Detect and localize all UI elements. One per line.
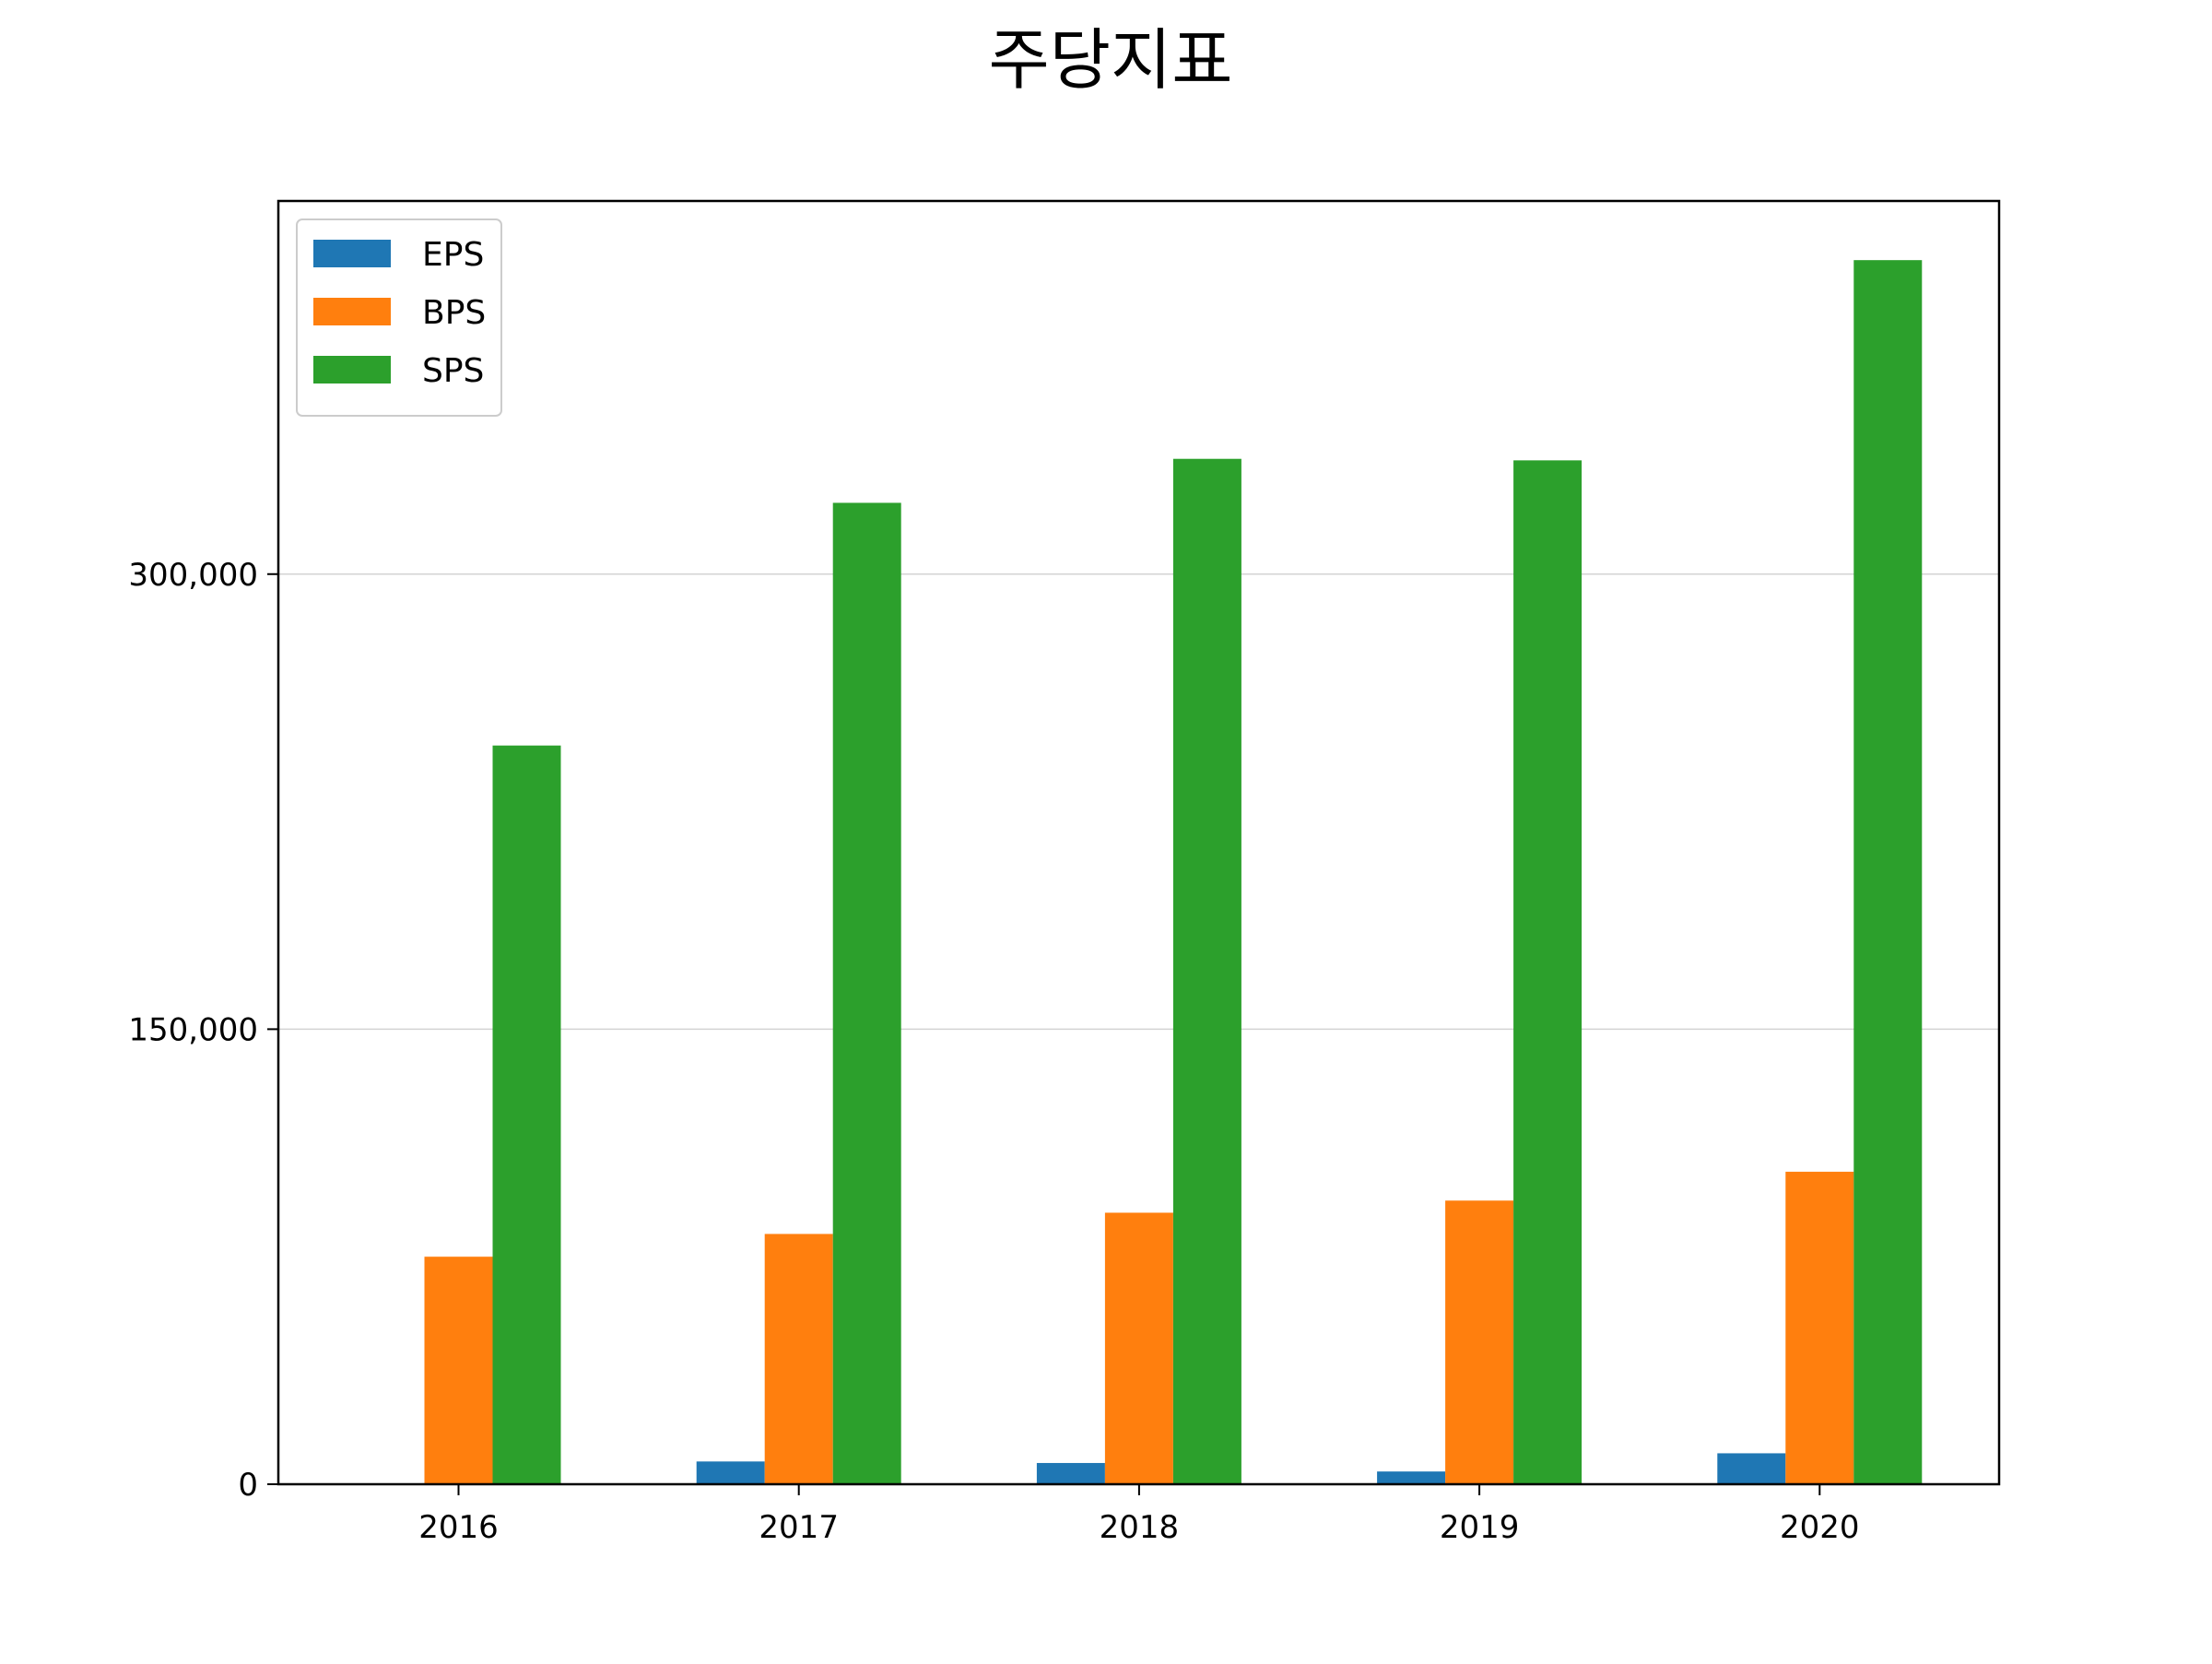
bar-bps-2016 xyxy=(424,1257,493,1484)
bar-bps-2017 xyxy=(764,1233,833,1484)
grid-lines xyxy=(278,573,1999,1031)
legend-swatch-bps xyxy=(313,298,391,325)
bar-sps-2020 xyxy=(1853,260,1923,1485)
y-tick-label: 150,000 xyxy=(128,1011,258,1048)
legend-swatch-eps xyxy=(313,240,391,267)
y-tick-label: 300,000 xyxy=(128,557,258,594)
x-tick-label: 2017 xyxy=(759,1509,839,1546)
x-tick-label: 2019 xyxy=(1440,1509,1520,1546)
bar-bps-2018 xyxy=(1104,1212,1173,1484)
bar-eps-2019 xyxy=(1377,1471,1446,1484)
y-tick-label: 0 xyxy=(238,1467,258,1504)
bar-eps-2017 xyxy=(696,1461,765,1484)
legend-label-bps: BPS xyxy=(422,294,486,332)
x-tick-label: 2018 xyxy=(1100,1509,1180,1546)
legend-swatch-sps xyxy=(313,356,391,384)
bar-sps-2018 xyxy=(1172,458,1241,1484)
bar-sps-2016 xyxy=(492,745,561,1484)
bar-bps-2019 xyxy=(1445,1200,1514,1484)
x-tick-label: 2020 xyxy=(1780,1509,1860,1546)
axes: 0 150,000 300,000 2016 2017 2018 2019 2020 xyxy=(128,557,1859,1546)
bars xyxy=(424,260,1923,1485)
legend: EPS BPS SPS xyxy=(296,218,502,417)
bar-sps-2017 xyxy=(832,502,901,1484)
bar-eps-2018 xyxy=(1036,1462,1105,1484)
x-tick-label: 2016 xyxy=(418,1509,499,1546)
bar-bps-2020 xyxy=(1785,1172,1854,1484)
bar-eps-2020 xyxy=(1717,1453,1786,1484)
legend-label-eps: EPS xyxy=(422,236,484,274)
legend-label-sps: SPS xyxy=(422,352,484,390)
bar-sps-2019 xyxy=(1513,460,1583,1484)
chart-title: 주당지표 xyxy=(989,21,1233,99)
